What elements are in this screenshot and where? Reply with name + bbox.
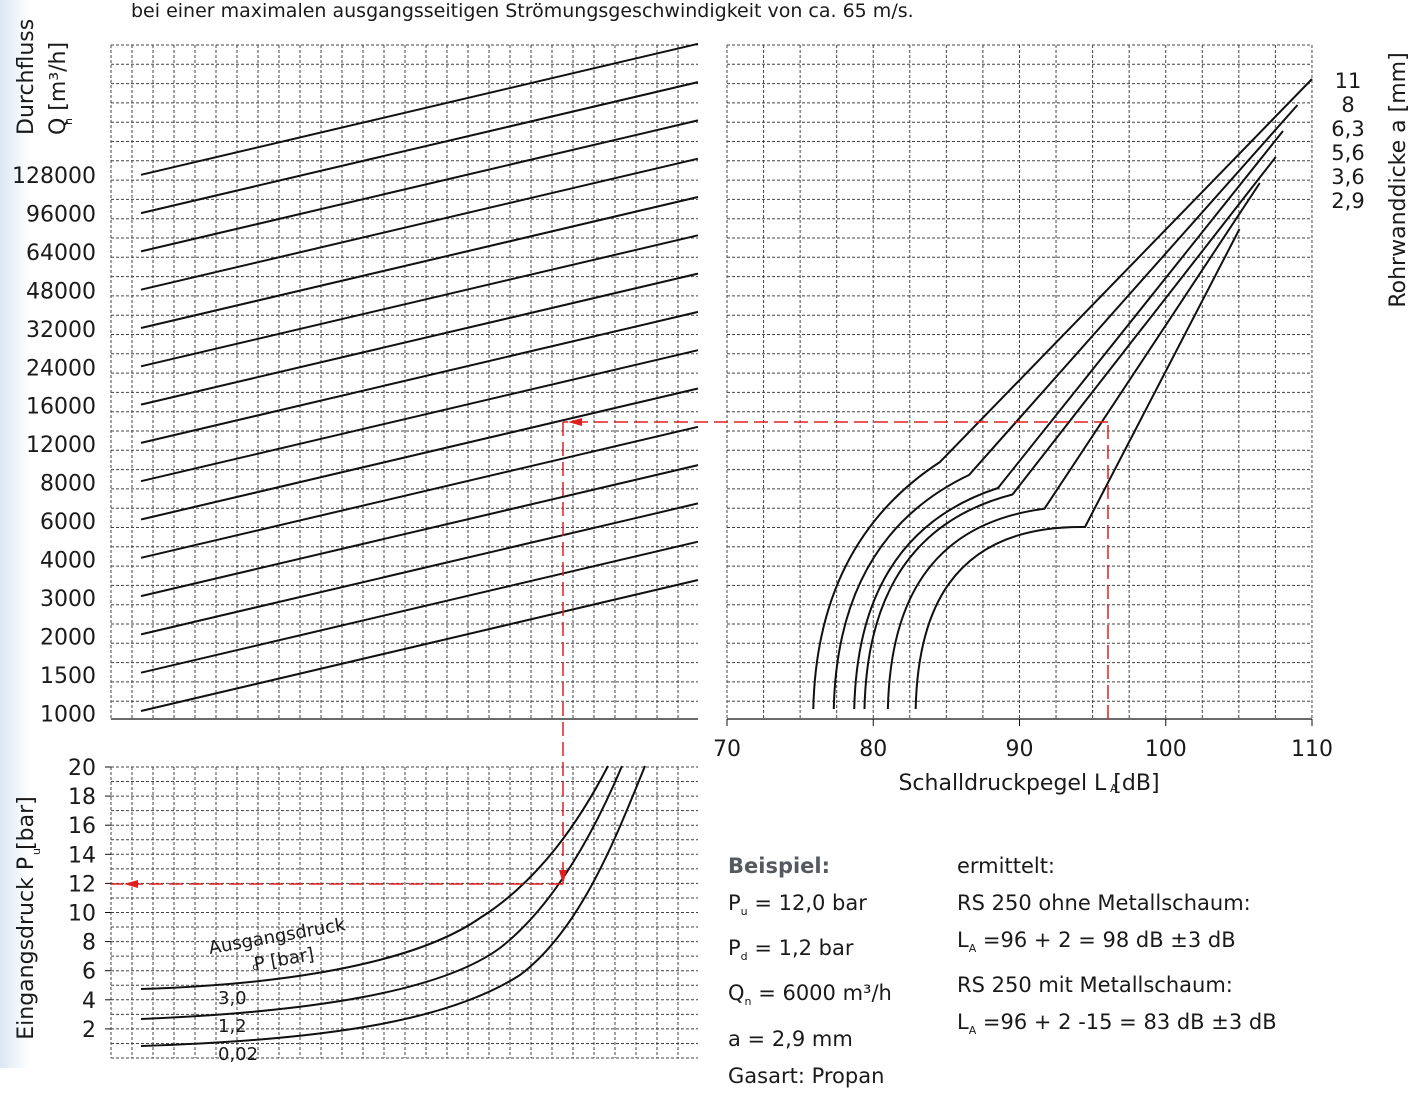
durchfluss-tick-label: 1000 (40, 702, 96, 727)
wanddicke-label: 5,6 (1331, 141, 1364, 165)
durchfluss-ylabel-sub: n (62, 118, 75, 125)
durchfluss-line (140, 81, 699, 215)
eingang-tick-label: 16 (68, 814, 96, 839)
durchfluss-grid (110, 44, 698, 719)
durchfluss-line (140, 540, 699, 674)
example-heading: Beispiel: (728, 854, 831, 878)
result-lines: RS 250 ohne Metallschaum: LA =96 + 2 = 98… (957, 885, 1277, 1049)
eingang-ylabel: Eingangsdruck P [bar] (14, 796, 39, 1039)
durchfluss-tick-label: 6000 (40, 510, 96, 535)
chart-caption: bei einer maximalen ausgangsseitigen Str… (131, 0, 914, 22)
eingang-tick-label: 20 (68, 756, 96, 781)
example-line: Gasart: Propan (728, 1063, 885, 1088)
eingang-tick-label: 8 (82, 931, 96, 956)
wanddicke-label: 11 (1335, 69, 1362, 93)
example-block: Beispiel: Pu = 12,0 bar Pd = 1,2 bar Qn = … (728, 848, 892, 1095)
durchfluss-line (140, 234, 699, 368)
durchfluss-tick-label: 128000 (12, 164, 96, 189)
durchfluss-line (140, 272, 699, 406)
example-arrow (124, 880, 138, 888)
durchfluss-line (140, 464, 699, 598)
ausgangsdruck-label: 3,0 (218, 988, 247, 1009)
durchfluss-line (140, 310, 699, 444)
durchfluss-ylabel-unit: Q [m³/h] (46, 42, 71, 135)
durchfluss-line (140, 349, 699, 483)
ausgangsdruck-curve (140, 765, 623, 1020)
durchfluss-tick-label: 16000 (26, 395, 96, 420)
eingang-tick-label: 12 (68, 872, 96, 897)
result-line: RS 250 mit Metallschaum: (957, 973, 1233, 998)
eingang-tick-label: 6 (82, 960, 96, 985)
wanddicke-curve (832, 104, 1299, 710)
durchfluss-tick-label: 3000 (40, 587, 96, 612)
result-heading: ermittelt: (957, 854, 1056, 878)
page-edge-gradient (0, 0, 30, 1068)
ausgangsdruck-label: 1,2 (218, 1016, 247, 1037)
wanddicke-label: 6,3 (1331, 117, 1364, 141)
ausgangsdruck-curve (140, 765, 609, 990)
durchfluss-line (140, 387, 699, 521)
durchfluss-tick-label: 1500 (40, 664, 96, 689)
durchfluss-tick-label: 48000 (26, 279, 96, 304)
example-arrow (568, 418, 582, 426)
durchfluss-line (140, 579, 699, 712)
wanddicke-curve (863, 156, 1277, 710)
result-line: LA =96 + 2 -15 = 83 dB ±3 dB (957, 1010, 1277, 1038)
nomogram-chart: 1280009600064000480003200024000160001200… (12, 19, 1411, 1065)
ausgangsdruck-curve (140, 765, 646, 1047)
durchfluss-tick-label: 2000 (40, 625, 96, 650)
durchfluss-tick-label: 96000 (26, 202, 96, 227)
example-line: Qn = 6000 m³/h (728, 981, 892, 1009)
durchfluss-tick-label: 4000 (40, 549, 96, 574)
durchfluss-line (140, 119, 699, 253)
schall-ylabel: Rohrwanddicke a [mm] (1386, 52, 1411, 307)
eingang-tick-label: 10 (68, 902, 96, 927)
durchfluss-ylabel-main: Durchfluss (14, 19, 39, 135)
schall-x-tick-label: 110 (1291, 737, 1333, 762)
durchfluss-tick-label: 64000 (26, 241, 96, 266)
eingang-ylabel-sub: u (30, 848, 43, 855)
wanddicke-label: 8 (1341, 93, 1354, 117)
example-lines: Pu = 12,0 bar Pd = 1,2 bar Qn = 6000 m³/h a… (728, 885, 892, 1095)
durchfluss-tick-label: 32000 (26, 318, 96, 343)
example-arrow (559, 870, 567, 884)
eingang-tick-label: 2 (82, 1018, 96, 1043)
ausgangsdruck-label: 0,02 (218, 1044, 258, 1065)
wanddicke-label: 3,6 (1331, 165, 1364, 189)
legend-sub: d (251, 962, 259, 974)
result-line: RS 250 ohne Metallschaum: (957, 891, 1251, 915)
durchfluss-line (140, 42, 699, 176)
eingang-grid (110, 766, 698, 1059)
eingang-tick-label: 14 (68, 843, 96, 868)
durchfluss-line (140, 425, 699, 559)
schall-x-tick-label: 100 (1145, 737, 1187, 762)
result-line: LA =96 + 2 = 98 dB ±3 dB (957, 928, 1236, 956)
wanddicke-curve (812, 78, 1313, 710)
wanddicke-curve (853, 130, 1284, 710)
durchfluss-line (140, 502, 699, 636)
eingang-tick-label: 4 (82, 989, 96, 1014)
durchfluss-tick-label: 24000 (26, 356, 96, 381)
schall-xlabel-sub: A (1110, 782, 1118, 795)
result-block: ermittelt: RS 250 ohne Metallschaum: LA =… (957, 848, 1277, 1049)
wanddicke-curve (886, 182, 1261, 710)
example-line: Pd = 1,2 bar (728, 936, 854, 964)
durchfluss-line (140, 157, 699, 291)
wanddicke-label: 2,9 (1331, 189, 1364, 213)
wanddicke-curve (914, 228, 1241, 710)
example-line: Pu = 12,0 bar (728, 891, 867, 919)
example-path (111, 418, 1109, 888)
eingang-tick-label: 18 (68, 785, 96, 810)
durchfluss-tick-label: 8000 (40, 472, 96, 497)
schall-grid (726, 44, 1313, 719)
schall-x-tick-label: 70 (713, 737, 741, 762)
schall-xlabel: Schalldruckpegel L [dB] (898, 771, 1159, 796)
example-line: a = 2,9 mm (728, 1026, 853, 1051)
durchfluss-line (140, 196, 699, 329)
durchfluss-tick-label: 12000 (26, 433, 96, 458)
schall-x-tick-label: 90 (1006, 737, 1034, 762)
schall-x-tick-label: 80 (859, 737, 887, 762)
